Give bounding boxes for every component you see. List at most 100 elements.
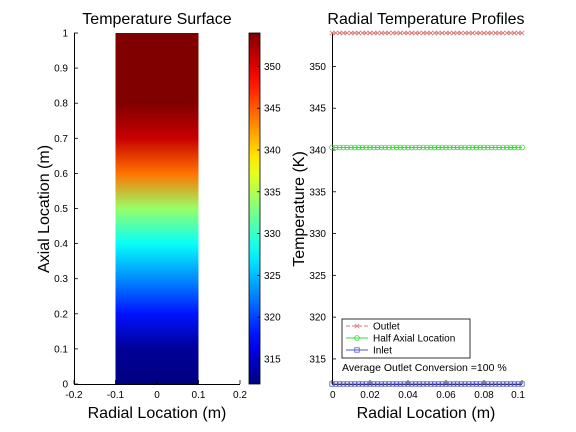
profiles-series (329, 30, 525, 387)
data-point (489, 30, 495, 36)
surface-y-tick-label: 0.4 (54, 239, 68, 250)
data-point (496, 30, 502, 36)
data-point (477, 144, 484, 151)
legend-marker (354, 323, 360, 329)
surface-x-tick-label: -0.2 (65, 390, 83, 401)
data-point (511, 30, 517, 36)
data-point (356, 30, 362, 36)
data-point (390, 381, 396, 387)
data-point (367, 30, 373, 36)
data-point (458, 30, 464, 36)
colorbar-ticks: 315 320 325 330 335 340 345 350 (257, 62, 281, 365)
data-point (458, 144, 465, 151)
data-point (485, 381, 491, 387)
profiles-x-tick-label: 0.02 (360, 390, 380, 401)
data-point (496, 381, 502, 387)
data-point (424, 30, 430, 36)
legend-label: Outlet (373, 322, 400, 333)
data-point (519, 381, 525, 387)
data-point (424, 144, 430, 151)
data-point (458, 381, 464, 387)
data-point (446, 144, 453, 151)
data-point (355, 144, 362, 151)
data-point (469, 144, 476, 151)
data-point (431, 144, 438, 151)
profiles-x-tick-label: 0.06 (436, 390, 456, 401)
data-point (504, 30, 510, 36)
data-point (401, 30, 407, 36)
data-point (367, 144, 373, 151)
data-point (409, 381, 415, 387)
data-point (481, 30, 487, 36)
data-point (481, 144, 487, 151)
data-point (340, 30, 346, 36)
data-point (462, 30, 468, 36)
data-point (473, 381, 480, 387)
data-point (511, 381, 518, 387)
profiles-x-tick-label: 0.04 (398, 390, 418, 401)
data-point (329, 30, 335, 36)
data-point (409, 30, 415, 36)
data-point (447, 30, 453, 36)
data-point (484, 144, 491, 151)
data-point (420, 144, 427, 151)
profiles-y-tick-label: 345 (309, 104, 326, 115)
surface-y-tick-label: 0.5 (54, 204, 68, 215)
data-point (405, 144, 411, 151)
data-point (481, 381, 487, 387)
data-point (375, 30, 381, 36)
data-point (340, 144, 347, 151)
data-point (427, 144, 434, 151)
colorbar-tick-label: 350 (264, 62, 281, 73)
data-point (397, 30, 403, 36)
surface-x-tick-label: -0.1 (107, 390, 125, 401)
data-point (386, 144, 392, 151)
profiles-x-tick-label: 0.08 (474, 390, 494, 401)
colorbar-tick-label: 320 (264, 313, 281, 324)
surface-x-tick-label: 0.2 (233, 390, 247, 401)
profiles-x-tick-label: 0 (330, 390, 336, 401)
data-point (447, 381, 453, 387)
surface-y-tick-label: 0.8 (54, 99, 68, 110)
colorbar-strip (248, 32, 261, 385)
data-point (405, 381, 411, 387)
data-point (344, 144, 351, 151)
data-point (348, 30, 354, 36)
data-point (477, 30, 483, 36)
data-point (466, 30, 472, 36)
surface-axis-lines (74, 33, 240, 385)
data-point (329, 144, 335, 151)
data-point (416, 30, 422, 36)
data-point (389, 144, 396, 151)
data-point (333, 381, 339, 387)
surface-y-tick-label: 0 (62, 380, 68, 391)
data-point (371, 381, 377, 387)
data-point (348, 144, 354, 151)
profiles-y-tick-label: 320 (309, 313, 326, 324)
data-point (432, 30, 438, 36)
data-point (488, 381, 495, 387)
data-point (412, 381, 419, 387)
surface-y-tick-label: 0.1 (54, 344, 68, 355)
data-point (344, 30, 350, 36)
colorbar-tick-label: 345 (264, 104, 281, 115)
series-outlet (329, 30, 525, 36)
data-point (515, 381, 521, 387)
data-point (413, 30, 419, 36)
data-point (378, 30, 384, 36)
data-point (374, 144, 381, 151)
data-point (370, 144, 377, 151)
data-point (336, 144, 343, 151)
data-point (394, 30, 400, 36)
data-point (503, 144, 510, 151)
data-point (359, 30, 365, 36)
data-point (352, 381, 358, 387)
data-point (355, 381, 362, 387)
colorbar-tick-label: 315 (264, 354, 281, 365)
colorbar-tick-label: 340 (264, 146, 281, 157)
profiles-y-tick-label: 335 (309, 187, 326, 198)
profiles-y-tick-label: 340 (309, 146, 326, 157)
data-point (435, 30, 441, 36)
data-point (515, 144, 521, 151)
